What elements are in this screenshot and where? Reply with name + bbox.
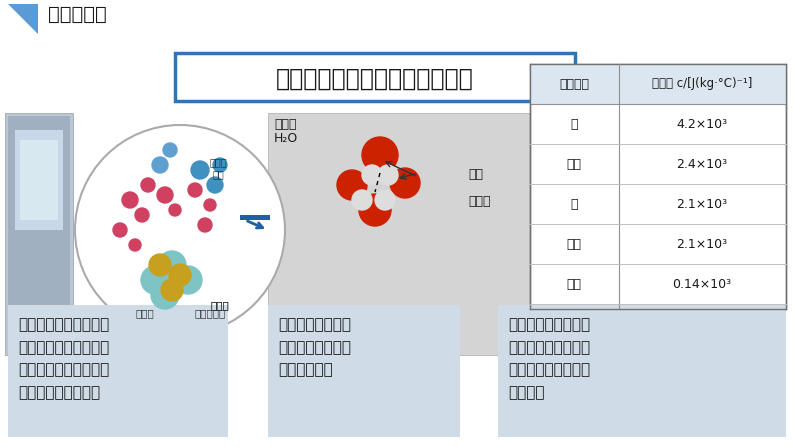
Text: 水为什么是细胞内良好的溶剂？: 水为什么是细胞内良好的溶剂？ [276,67,474,91]
Bar [15,130,63,230]
Text: 水是极性分子，带有正
电荷或带有负电荷的分
子（或离子）容易与水
结合，故是良好溶剂: 水是极性分子，带有正 电荷或带有负电荷的分 子（或离子）容易与水 结合，故是良好… [18,317,110,401]
Text: 0.14×10³: 0.14×10³ [673,278,731,291]
Text: 化学键: 化学键 [468,195,491,208]
Circle shape [213,158,227,172]
Text: 由于氢键的存在，水
分子具有较大的比热
容，水可以保持温度
的稳定性: 由于氢键的存在，水 分子具有较大的比热 容，水可以保持温度 的稳定性 [508,317,590,401]
Text: 比热容 c/[J(kg·°C)⁻¹]: 比热容 c/[J(kg·°C)⁻¹] [652,77,752,90]
Text: 4.2×10³: 4.2×10³ [676,118,727,131]
Text: 水分子之间容易形
成氢键，保证水分
子具有流动性: 水分子之间容易形 成氢键，保证水分 子具有流动性 [278,317,351,378]
Text: 水分子: 水分子 [274,118,296,131]
Circle shape [362,137,398,173]
Bar [5,113,73,355]
Text: 水银: 水银 [566,278,581,291]
Circle shape [113,223,127,237]
Bar [530,64,786,309]
Circle shape [158,251,186,279]
Text: 晶晶体: 晶晶体 [136,308,154,318]
Text: 离子水
合物: 离子水 合物 [209,157,227,179]
Circle shape [141,266,169,294]
Bar [268,113,538,355]
Bar [268,305,460,437]
Text: 2.1×10³: 2.1×10³ [676,237,727,250]
Text: 煤油: 煤油 [566,237,581,250]
Bar [240,215,270,220]
Circle shape [75,125,285,335]
Text: H₂O: H₂O [274,132,299,145]
Text: 2.1×10³: 2.1×10³ [676,198,727,211]
Text: 晶晶体: 晶晶体 [210,300,229,310]
Circle shape [149,254,171,276]
Circle shape [188,183,202,197]
Circle shape [191,161,209,179]
Text: 冰: 冰 [570,198,578,211]
Bar [8,305,228,437]
Circle shape [204,199,216,211]
Text: 物质名称: 物质名称 [559,77,589,90]
Circle shape [152,157,168,173]
Circle shape [163,143,177,157]
Circle shape [169,204,181,216]
Circle shape [378,165,398,185]
Circle shape [122,192,138,208]
Bar [8,116,70,352]
Text: 2.4×10³: 2.4×10³ [676,157,727,170]
Circle shape [161,279,183,301]
Circle shape [129,239,141,251]
Circle shape [151,281,179,309]
Circle shape [135,208,149,222]
Circle shape [352,190,372,210]
Circle shape [169,264,191,286]
Text: 水: 水 [570,118,578,131]
Circle shape [337,170,367,200]
Bar [20,140,58,220]
Circle shape [390,168,420,198]
Circle shape [359,194,391,226]
Circle shape [141,178,155,192]
Text: 水作为溶剂: 水作为溶剂 [195,308,225,318]
Text: 氢键: 氢键 [468,168,483,181]
Bar [530,64,786,104]
Circle shape [207,177,223,193]
Circle shape [174,266,202,294]
Bar [175,53,575,101]
Circle shape [362,165,382,185]
Text: 细胞中的水: 细胞中的水 [48,5,106,24]
Circle shape [375,190,395,210]
Circle shape [157,187,173,203]
Text: 酒精: 酒精 [566,157,581,170]
Polygon shape [8,4,38,34]
Circle shape [198,218,212,232]
Bar [498,305,786,437]
Text: 晶晶体: 晶晶体 [210,300,229,310]
